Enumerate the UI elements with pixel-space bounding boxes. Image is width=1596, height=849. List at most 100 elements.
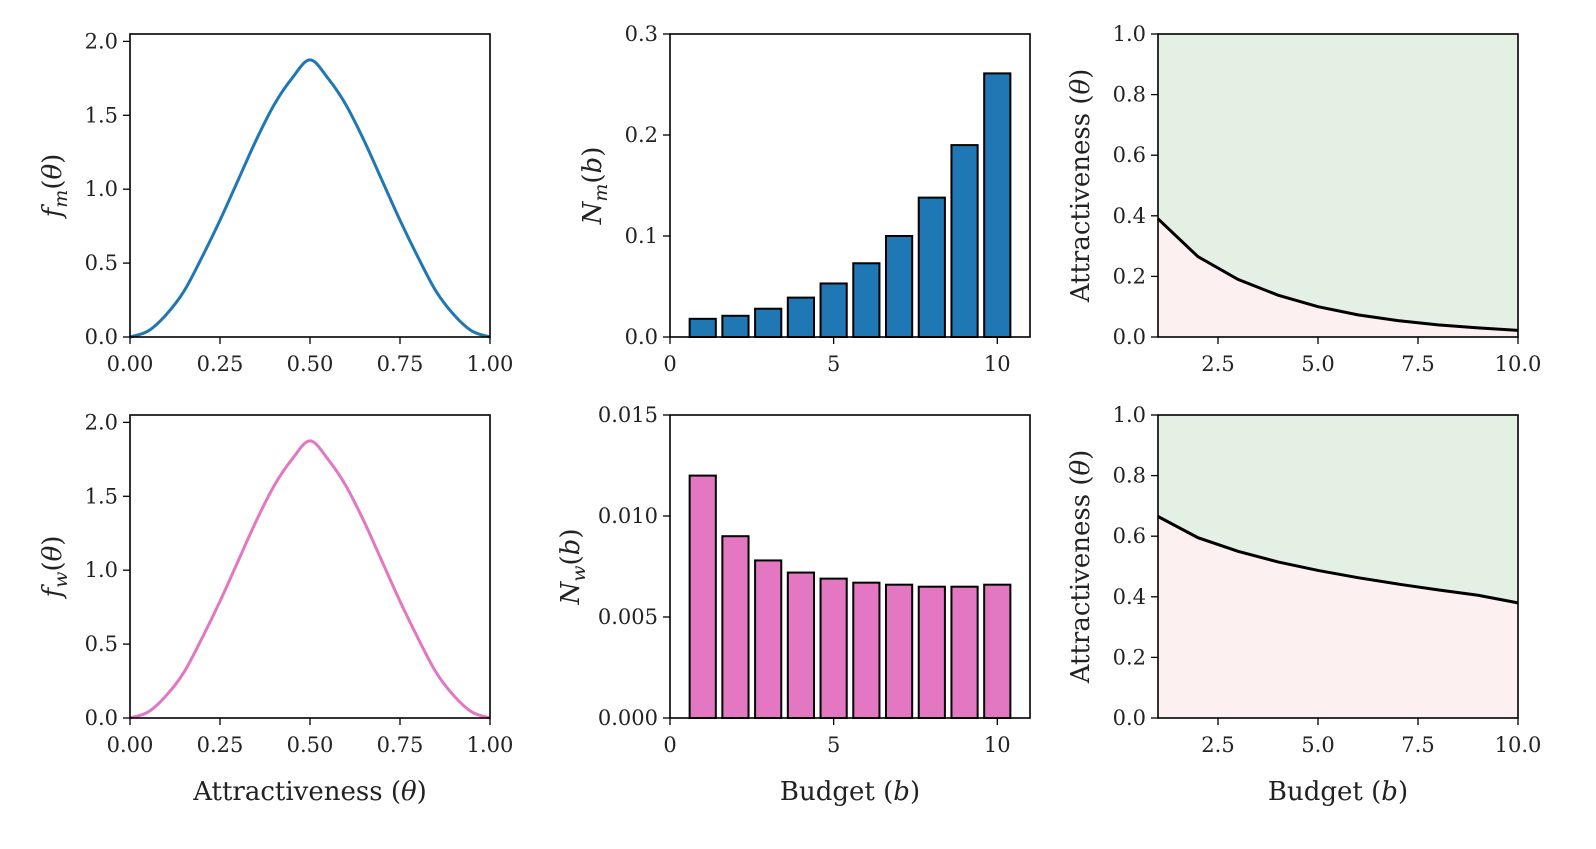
x-tick-label: 5: [827, 352, 840, 376]
axes-frame: [669, 414, 1031, 719]
y-axis-label: Nw(b): [556, 529, 590, 606]
y-tick-label: 0.4: [1113, 585, 1146, 609]
bar: [917, 196, 946, 338]
bar: [852, 581, 881, 719]
x-tick-label: 10: [984, 352, 1011, 376]
threshold-line: [1156, 217, 1519, 332]
x-tick-label: 0.75: [377, 352, 424, 376]
axes-frame: [1157, 414, 1519, 719]
panel-fm: 0.00 0.25 0.50 0.75 1.00 0.0 0.5 1.0 1.5 2.0 fm(θ): [38, 29, 513, 376]
y-axis-label: fw(θ): [38, 536, 72, 600]
x-axis-label: Budget (b): [1268, 777, 1408, 807]
y-tick-label: 0.0: [1113, 325, 1146, 349]
panel-nm: 0 5 10 0.0 0.1 0.2 0.3 Nm(b): [578, 22, 1031, 376]
y-axis-label: Attractiveness (θ): [1066, 450, 1096, 685]
y-tick-label: 0.2: [1113, 264, 1146, 288]
panel-thr_m: 2.5 5.0 7.5 10.0 0.0 0.2 0.4 0.6 0.8 1.0 Attractiv…: [1066, 22, 1541, 376]
x-tick-label: 5.0: [1301, 733, 1334, 757]
density-line: [129, 439, 491, 720]
bar: [754, 559, 783, 719]
x-axis-label: Budget (b): [780, 777, 920, 807]
bar: [754, 307, 783, 339]
y-tick-label: 1.0: [1113, 403, 1146, 427]
y-tick-label: 0.4: [1113, 204, 1146, 228]
region-below: [1158, 218, 1518, 337]
y-tick-label: 0.2: [625, 123, 658, 147]
x-axis-label: Attractiveness (θ): [192, 777, 427, 807]
bar: [819, 577, 848, 719]
bar: [983, 72, 1012, 338]
bar: [950, 144, 979, 338]
panel-fw: 0.00 0.25 0.50 0.75 1.00 0.0 0.5 1.0 1.5 2.0 fw(θ)…: [38, 410, 513, 807]
density-line: [129, 58, 491, 339]
y-tick-label: 2.0: [85, 410, 118, 434]
y-tick-label: 1.0: [1113, 22, 1146, 46]
x-tick-label: 1.00: [467, 352, 514, 376]
x-tick-label: 2.5: [1201, 733, 1234, 757]
region-below: [1158, 516, 1518, 718]
x-tick-label: 0: [663, 352, 676, 376]
x-tick-label: 7.5: [1401, 352, 1434, 376]
y-tick-label: 0.015: [598, 403, 658, 427]
y-tick-label: 0.0: [1113, 706, 1146, 730]
threshold-line: [1157, 515, 1519, 605]
y-tick-label: 0.3: [625, 22, 658, 46]
y-tick-label: 0.0: [625, 325, 658, 349]
y-tick-label: 2.0: [85, 29, 118, 53]
bar: [688, 474, 717, 719]
y-tick-label: 1.0: [85, 558, 118, 582]
y-tick-label: 0.0: [85, 706, 118, 730]
y-tick-label: 0.5: [85, 632, 118, 656]
x-tick-label: 0: [663, 733, 676, 757]
axes-frame: [1157, 33, 1519, 338]
x-tick-label: 0.50: [287, 733, 334, 757]
bar: [786, 296, 815, 338]
y-tick-label: 0.5: [85, 251, 118, 275]
x-tick-label: 5.0: [1301, 352, 1334, 376]
panel-thr_w: 2.5 5.0 7.5 10.0 0.0 0.2 0.4 0.6 0.8 1.0 Attractiv…: [1066, 403, 1541, 807]
x-tick-label: 0.00: [107, 733, 154, 757]
y-tick-label: 0.000: [598, 706, 658, 730]
y-tick-label: 0.2: [1113, 645, 1146, 669]
bar: [688, 317, 717, 339]
y-axis-label: Nm(b): [578, 147, 612, 226]
y-axis-label: Attractiveness (θ): [1066, 69, 1096, 304]
y-tick-label: 0.8: [1113, 83, 1146, 107]
panel-nw: 0 5 10 0.000 0.005 0.010 0.015 Nw(b) Budget (b): [556, 403, 1031, 807]
bar: [917, 585, 946, 720]
x-tick-label: 0.25: [197, 352, 244, 376]
bar: [721, 535, 750, 720]
x-tick-label: 5: [827, 733, 840, 757]
x-tick-label: 1.00: [467, 733, 514, 757]
x-tick-label: 0.50: [287, 352, 334, 376]
x-tick-label: 0.00: [107, 352, 154, 376]
y-tick-label: 0.8: [1113, 464, 1146, 488]
y-axis-label: fm(θ): [38, 154, 72, 220]
y-tick-label: 0.005: [598, 605, 658, 629]
x-tick-label: 10: [984, 733, 1011, 757]
bar: [721, 314, 750, 339]
axes-frame: [669, 33, 1031, 338]
y-tick-label: 0.0: [85, 325, 118, 349]
y-tick-label: 0.6: [1113, 524, 1146, 548]
y-tick-label: 0.010: [598, 504, 658, 528]
bar: [983, 583, 1012, 719]
x-tick-label: 2.5: [1201, 352, 1234, 376]
x-tick-label: 10.0: [1495, 733, 1542, 757]
y-tick-label: 0.6: [1113, 143, 1146, 167]
bar: [786, 571, 815, 719]
x-tick-label: 10.0: [1495, 352, 1542, 376]
y-tick-label: 1.5: [85, 484, 118, 508]
x-tick-label: 0.75: [377, 733, 424, 757]
bar: [819, 282, 848, 338]
y-tick-label: 1.0: [85, 177, 118, 201]
bar: [950, 585, 979, 720]
x-tick-label: 0.25: [197, 733, 244, 757]
y-tick-label: 0.1: [625, 224, 658, 248]
x-tick-label: 7.5: [1401, 733, 1434, 757]
bar: [885, 235, 914, 338]
bar: [852, 262, 881, 338]
bar: [885, 583, 914, 719]
y-tick-label: 1.5: [85, 103, 118, 127]
